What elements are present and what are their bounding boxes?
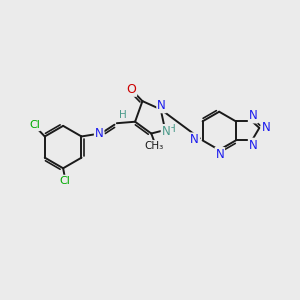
Text: H: H: [168, 124, 176, 134]
Text: CH₃: CH₃: [145, 141, 164, 151]
Text: N: N: [190, 133, 199, 146]
Text: N: N: [249, 139, 257, 152]
Text: N: N: [249, 110, 257, 122]
Text: H: H: [119, 110, 127, 120]
Text: N: N: [261, 121, 270, 134]
Text: Cl: Cl: [29, 120, 40, 130]
Text: N: N: [162, 125, 170, 138]
Text: N: N: [157, 99, 166, 112]
Text: O: O: [126, 83, 136, 96]
Text: Cl: Cl: [59, 176, 70, 186]
Text: N: N: [95, 127, 103, 140]
Text: N: N: [215, 148, 224, 161]
